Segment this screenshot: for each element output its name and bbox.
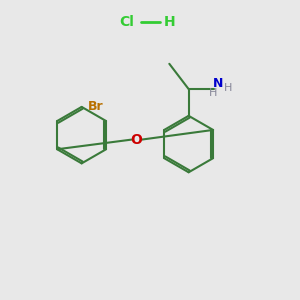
Text: H: H <box>224 82 232 93</box>
Text: H: H <box>164 15 175 29</box>
Text: O: O <box>131 133 142 147</box>
Text: Cl: Cl <box>119 15 134 29</box>
Text: H: H <box>209 88 218 98</box>
Text: N: N <box>213 77 224 90</box>
Text: Br: Br <box>88 100 104 113</box>
